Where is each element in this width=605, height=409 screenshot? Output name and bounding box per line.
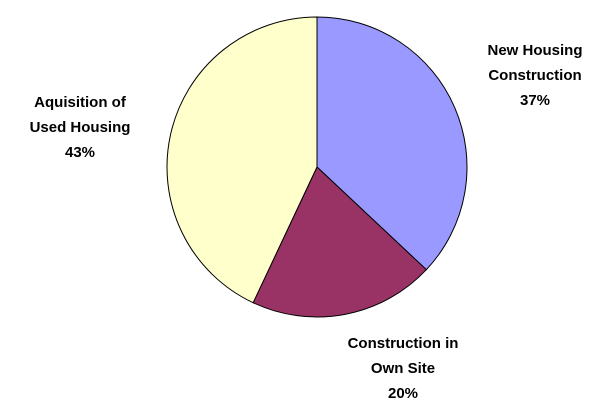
category-label: Construction in Own Site: [347, 335, 459, 377]
percent-label: 37%: [519, 92, 551, 109]
slice-label: Aquisition of Used Housing 43%: [18, 90, 143, 165]
percent-label: 43%: [64, 144, 96, 161]
pie-slice: [166, 16, 318, 304]
percent-label: 20%: [387, 385, 419, 402]
pie-slice: [316, 16, 468, 271]
slice-label: Construction in Own Site 20%: [341, 331, 466, 406]
slice-label: New Housing Construction 37%: [473, 38, 598, 113]
pie-slice: [252, 166, 428, 318]
category-label: Aquisition of Used Housing: [29, 94, 131, 136]
category-label: New Housing Construction: [487, 42, 583, 84]
